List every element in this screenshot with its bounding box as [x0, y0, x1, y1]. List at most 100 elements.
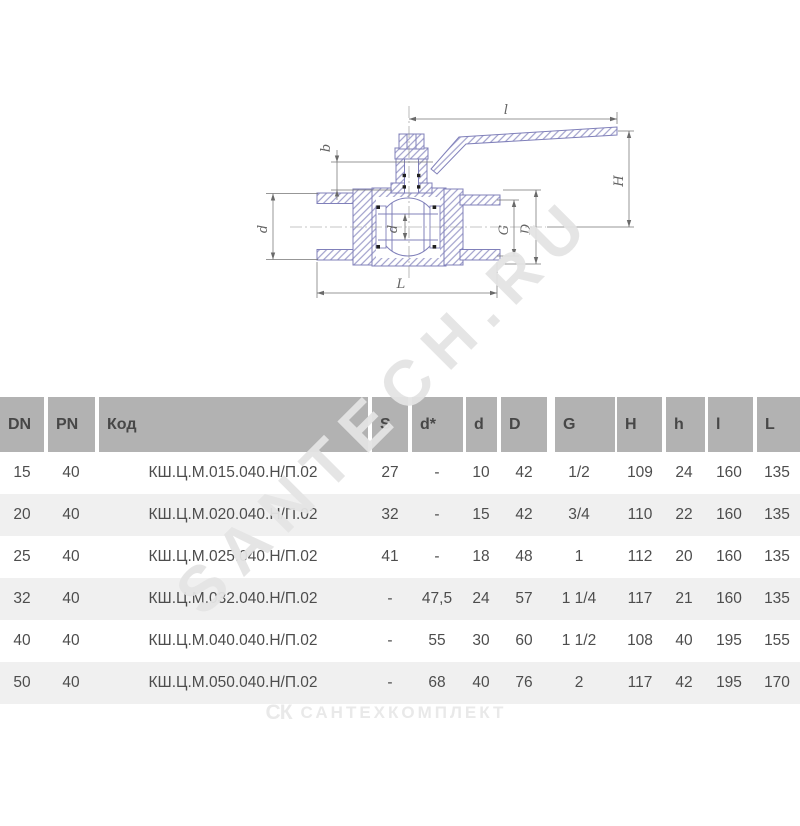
table-cell: 15 — [472, 506, 490, 523]
table-cell: 155 — [764, 632, 790, 649]
table-cell: 110 — [627, 506, 653, 523]
table-cell: 160 — [716, 464, 742, 481]
table-cell: 1 — [574, 548, 584, 565]
table-header-label: h — [674, 415, 684, 433]
stem-nut — [398, 133, 425, 150]
table-cell: 30 — [472, 632, 490, 649]
stem-collar — [394, 147, 429, 160]
table-cell: 32 — [13, 590, 31, 607]
table-cell: - — [387, 590, 393, 607]
table-header-label: Код — [107, 415, 137, 433]
table-cell: 117 — [627, 590, 653, 607]
table-row: 20 40 КШ.Ц.М.020.040.Н/П.02 32 - 15 42 3/4 110 22… — [0, 494, 800, 536]
table-header-label: L — [765, 415, 775, 433]
handle — [430, 126, 618, 175]
table-header-cell: S — [372, 397, 408, 452]
table-cell: 10 — [472, 464, 490, 481]
table-cell: 135 — [764, 506, 790, 523]
table-cell: - — [387, 674, 393, 691]
dim-label-outer-diameter: D — [519, 223, 534, 235]
table-cell: 18 — [472, 548, 490, 565]
table-cell: 1/2 — [568, 464, 590, 481]
centerlines — [290, 106, 546, 280]
table-cell: 40 — [62, 506, 80, 523]
table-cell: КШ.Ц.М.015.040.Н/П.02 — [148, 464, 318, 481]
table-row: 50 40 КШ.Ц.М.050.040.Н/П.02 - 68 40 76 2 117 42 19… — [0, 662, 800, 704]
table-cell: 135 — [764, 548, 790, 565]
table-header-label: D — [509, 415, 521, 433]
right-port-bottom-wall — [459, 249, 501, 261]
table-cell: 55 — [428, 632, 446, 649]
table-cell: 47,5 — [421, 590, 453, 607]
table-header-cell: G — [555, 397, 615, 452]
table-header-cell: d — [466, 397, 497, 452]
table-row: 25 40 КШ.Ц.М.025.040.Н/П.02 41 - 18 48 1 112 20 16… — [0, 536, 800, 578]
table-cell: 40 — [62, 632, 80, 649]
bottom-watermark-text: САНТЕХКОМПЛЕКТ — [300, 703, 507, 722]
dim-label-height: H — [612, 175, 627, 188]
table-cell: 109 — [627, 464, 653, 481]
table-cell: - — [434, 464, 440, 481]
table-cell: 2 — [574, 674, 584, 691]
dim-label-bore: d — [256, 225, 271, 233]
table-cell: - — [434, 506, 440, 523]
dim-label-stem-height: b — [319, 144, 334, 152]
dim-label-ball-bore: d — [386, 225, 401, 233]
right-port-top-wall — [459, 194, 501, 206]
table-row: 32 40 КШ.Ц.М.032.040.Н/П.02 - 47,5 24 57 1 1/4 1… — [0, 578, 800, 620]
table-header-label: PN — [56, 415, 79, 433]
table-header-cell: d* — [412, 397, 463, 452]
table-cell: 25 — [13, 548, 31, 565]
dim-label-handle-length: l — [504, 103, 508, 118]
table-cell: 68 — [428, 674, 446, 691]
table-cell: 15 — [13, 464, 31, 481]
table-cell: 24 — [675, 464, 693, 481]
table-cell: 160 — [716, 548, 742, 565]
table-header-cell: L — [757, 397, 800, 452]
table-cell: 1 1/4 — [561, 590, 597, 607]
valve-body — [316, 126, 618, 267]
table-cell: КШ.Ц.М.050.040.Н/П.02 — [148, 674, 318, 691]
seat-seals — [376, 205, 437, 249]
table-cell: 60 — [515, 632, 533, 649]
table-cell: 20 — [675, 548, 693, 565]
table-cell: КШ.Ц.М.025.040.Н/П.02 — [148, 548, 318, 565]
table-cell: КШ.Ц.М.032.040.Н/П.02 — [148, 590, 318, 607]
table-cell: 57 — [515, 590, 533, 607]
valve-drawing: l H b d d G — [256, 103, 634, 298]
table-cell: 42 — [675, 674, 693, 691]
table-cell: 135 — [764, 464, 790, 481]
table-cell: 48 — [515, 548, 533, 565]
table-cell: КШ.Ц.М.020.040.Н/П.02 — [148, 506, 318, 523]
table-cell: 195 — [716, 632, 742, 649]
table-cell: 40 — [62, 548, 80, 565]
table-cell: 1 1/2 — [561, 632, 597, 649]
table-header-cell: DN — [0, 397, 44, 452]
table-cell: 42 — [515, 506, 533, 523]
table-cell: 42 — [515, 464, 533, 481]
table-cell: 24 — [472, 590, 490, 607]
table-cell: 22 — [675, 506, 693, 523]
table-header-label: S — [380, 415, 391, 433]
table-header-cell: H — [617, 397, 662, 452]
table-cell: 108 — [627, 632, 653, 649]
table-cell: 27 — [381, 464, 399, 481]
table-cell: 40 — [472, 674, 490, 691]
table-cell: - — [434, 548, 440, 565]
table-cell: 32 — [381, 506, 399, 523]
table-cell: 40 — [675, 632, 693, 649]
table-cell: 40 — [62, 464, 80, 481]
table-header-label: d* — [420, 415, 436, 433]
stem — [404, 157, 419, 194]
table-header-label: DN — [8, 415, 32, 433]
table-header-cell: Код — [99, 397, 368, 452]
dimensions: l H b d d G — [256, 103, 634, 298]
table-header-cell: h — [666, 397, 705, 452]
table-header-cell: D — [501, 397, 547, 452]
table-cell: 40 — [13, 632, 31, 649]
table-cell: - — [387, 632, 393, 649]
table-header-label: l — [716, 415, 721, 433]
table-cell: КШ.Ц.М.040.040.Н/П.02 — [148, 632, 318, 649]
stem-seals — [402, 173, 421, 189]
